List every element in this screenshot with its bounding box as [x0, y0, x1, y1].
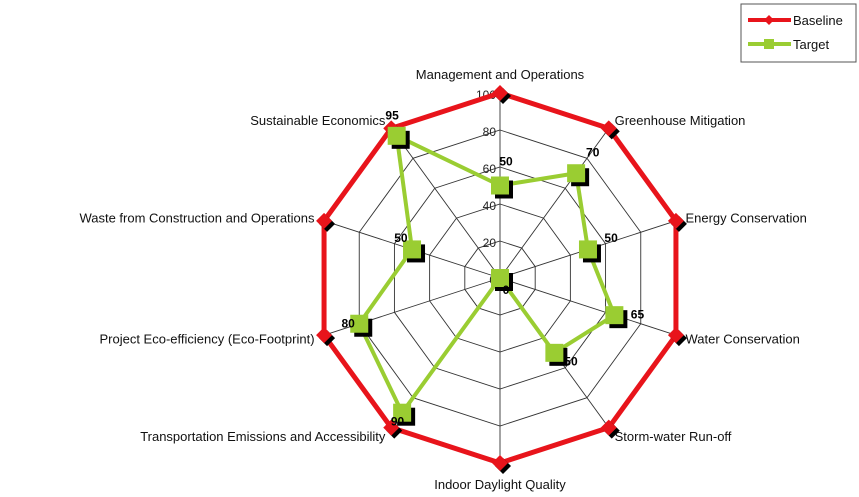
baseline-point-waste-from-construction-and-operations — [316, 212, 333, 229]
spoke-water-conservation — [499, 277, 677, 336]
data-label-energy-conservation: 50 — [604, 231, 618, 245]
category-label-water-conservation: Water Conservation — [685, 331, 799, 346]
category-label-greenhouse-mitigation: Greenhouse Mitigation — [615, 113, 746, 128]
category-label-project-eco-efficiency-eco-footprint: Project Eco-efficiency (Eco-Footprint) — [99, 331, 314, 346]
series-layer: 50 70 50 65 50 0 90 80 50 95 — [316, 85, 687, 474]
category-label-sustainable-economics: Sustainable Economics — [250, 113, 386, 128]
legend-target-marker — [764, 39, 774, 49]
series-target: 50 70 50 65 50 0 90 80 50 95 — [341, 108, 644, 428]
category-label-energy-conservation: Energy Conservation — [685, 211, 806, 226]
data-label-greenhouse-mitigation: 70 — [586, 146, 600, 160]
baseline-point-greenhouse-mitigation — [600, 120, 617, 137]
target-point-management-and-operations — [491, 176, 509, 195]
baseline-point-energy-conservation — [667, 212, 684, 229]
legend-baseline-marker — [764, 15, 774, 25]
radial-tick-label: 60 — [483, 162, 497, 176]
target-point-transportation-emissions-and-accessibility — [393, 403, 412, 422]
spoke-greenhouse-mitigation — [499, 128, 610, 279]
radial-tick-label: 40 — [483, 199, 497, 213]
category-labels: Management and Operations Greenhouse Miti… — [79, 67, 806, 492]
data-label-indoor-daylight-quality: 0 — [503, 283, 510, 297]
baseline-point-storm-water-run-off — [600, 419, 617, 436]
data-label-management-and-operations: 50 — [499, 155, 513, 169]
target-point-project-eco-efficiency-eco-footprint — [350, 314, 369, 333]
target-point-sustainable-economics — [387, 126, 406, 145]
category-label-transportation-emissions-and-accessibility: Transportation Emissions and Accessibili… — [140, 429, 386, 444]
data-label-sustainable-economics: 95 — [385, 108, 399, 122]
data-label-storm-water-run-off: 50 — [564, 354, 578, 368]
category-label-management-and-operations: Management and Operations — [416, 67, 585, 82]
target-point-waste-from-construction-and-operations — [403, 240, 422, 259]
legend-baseline-label: Baseline — [793, 13, 843, 28]
baseline-point-transportation-emissions-and-accessibility — [383, 419, 400, 436]
data-label-waste-from-construction-and-operations: 50 — [394, 231, 408, 245]
target-point-energy-conservation — [578, 240, 597, 259]
baseline-point-management-and-operations — [492, 85, 508, 101]
legend-box — [740, 3, 857, 63]
target-point-storm-water-run-off — [545, 343, 564, 362]
baseline-point-project-eco-efficiency-eco-footprint — [316, 327, 333, 344]
radial-tick-label: 20 — [483, 236, 497, 250]
legend-target-label: Target — [793, 37, 830, 52]
baseline-point-indoor-daylight-quality — [492, 455, 508, 471]
data-label-transportation-emissions-and-accessibility: 90 — [391, 414, 405, 428]
radial-tick-label: 80 — [483, 125, 497, 139]
target-point-greenhouse-mitigation — [567, 164, 586, 183]
target-point-water-conservation — [605, 306, 624, 325]
series-baseline — [316, 85, 687, 474]
category-label-waste-from-construction-and-operations: Waste from Construction and Operations — [79, 211, 315, 226]
data-label-water-conservation: 65 — [631, 308, 645, 322]
category-label-indoor-daylight-quality: Indoor Daylight Quality — [434, 477, 566, 492]
target-point-indoor-daylight-quality — [491, 269, 509, 287]
baseline-point-water-conservation — [667, 327, 684, 344]
legend: Baseline Target — [740, 3, 857, 63]
spoke-sustainable-economics — [390, 128, 501, 279]
category-label-storm-water-run-off: Storm-water Run-off — [615, 429, 732, 444]
data-label-project-eco-efficiency-eco-footprint: 80 — [341, 316, 355, 330]
